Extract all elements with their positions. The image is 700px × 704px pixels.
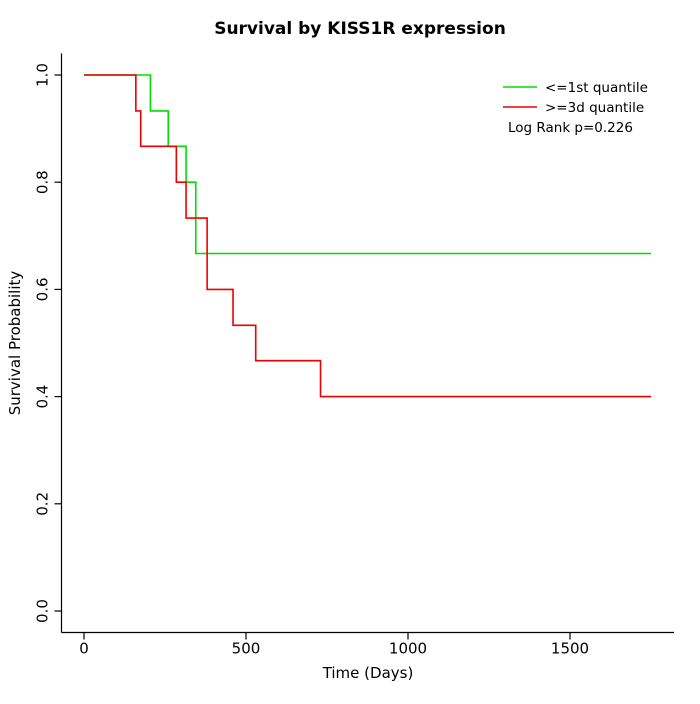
survival-curve-high-expression (84, 74, 651, 398)
legend-label: >=3d quantile (545, 100, 644, 116)
axes: 0 500 1000 1500 0.0 0.2 0.4 0.6 0.8 1.0 (34, 53, 674, 658)
x-tick-label: 1500 (551, 640, 589, 658)
logrank-annotation: Log Rank p=0.226 (508, 120, 633, 136)
survival-curves (84, 74, 651, 398)
legend: <=1st quantile >=3d quantile (503, 80, 648, 116)
y-tick-label: 0.0 (34, 599, 52, 623)
y-tick-label: 0.4 (34, 385, 52, 409)
legend-label: <=1st quantile (545, 80, 648, 96)
x-tick-label: 500 (232, 640, 261, 658)
y-tick-label: 0.6 (34, 277, 52, 301)
y-tick-label: 0.2 (34, 492, 52, 516)
x-tick-label: 1000 (389, 640, 427, 658)
chart-title: Survival by KISS1R expression (214, 19, 506, 39)
x-tick-label: 0 (79, 640, 89, 658)
y-tick-label: 0.8 (34, 170, 52, 194)
x-axis-label: Time (Days) (322, 664, 414, 682)
y-tick-label: 1.0 (34, 63, 52, 87)
y-axis-label: Survival Probability (6, 271, 24, 416)
